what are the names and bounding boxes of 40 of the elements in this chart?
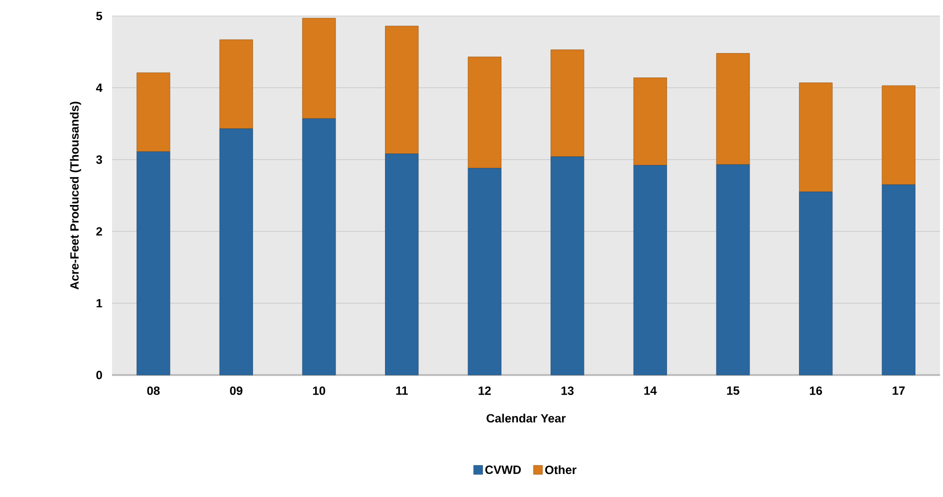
x-tick-label: 11 bbox=[396, 386, 408, 395]
x-tick-label: 14 bbox=[644, 386, 657, 395]
legend-label: Other bbox=[545, 465, 576, 474]
x-tick-label: 09 bbox=[230, 386, 242, 395]
bar bbox=[716, 164, 750, 376]
bar bbox=[302, 118, 336, 376]
x-tick-label: 15 bbox=[727, 386, 740, 395]
x-tick-label: 12 bbox=[478, 386, 491, 395]
x-tick-label: 08 bbox=[147, 386, 160, 395]
x-tick-label: 13 bbox=[562, 386, 574, 395]
x-axis-title: Calendar Year bbox=[486, 414, 566, 423]
bar bbox=[219, 39, 253, 129]
x-tick-label: 10 bbox=[313, 386, 326, 395]
bar bbox=[468, 56, 502, 168]
bar bbox=[799, 192, 833, 376]
x-tick-label: 17 bbox=[892, 386, 905, 395]
bar bbox=[385, 26, 419, 154]
y-tick-label: 4 bbox=[96, 84, 102, 92]
bar bbox=[468, 168, 502, 376]
bar bbox=[136, 72, 170, 152]
bar bbox=[882, 184, 916, 376]
legend-label: CVWD bbox=[485, 465, 521, 474]
bar bbox=[633, 78, 667, 166]
bar bbox=[716, 53, 750, 165]
y-tick-label: 1 bbox=[96, 299, 102, 308]
y-tick-label: 3 bbox=[96, 155, 102, 164]
bar bbox=[302, 18, 336, 119]
bar bbox=[550, 50, 584, 157]
bar bbox=[385, 154, 419, 376]
bar bbox=[219, 128, 253, 376]
bar bbox=[882, 85, 916, 185]
bar bbox=[136, 151, 170, 376]
x-tick-label: 16 bbox=[810, 386, 822, 395]
y-tick-label: 5 bbox=[96, 12, 102, 20]
bar bbox=[799, 82, 833, 192]
bar bbox=[550, 156, 584, 376]
bar bbox=[633, 165, 667, 376]
y-tick-label: 2 bbox=[96, 227, 102, 236]
y-tick-label: 0 bbox=[96, 370, 102, 380]
y-axis-title: Acre-Feet Produced (Thousands) bbox=[70, 102, 82, 290]
